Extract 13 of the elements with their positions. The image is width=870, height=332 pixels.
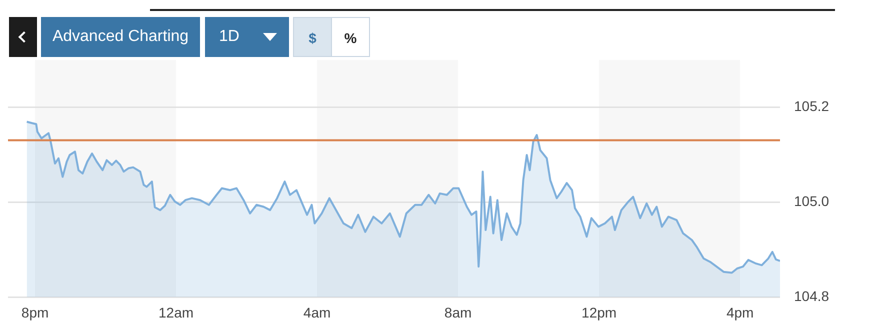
- text: 1D: [219, 28, 240, 45]
- y-tick-label: 104.8: [794, 288, 830, 304]
- x-tick-label: 4pm: [726, 304, 754, 320]
- y-tick-label: 105.2: [794, 98, 830, 114]
- y-tick-label: 105.0: [794, 192, 830, 209]
- x-tick-label: 4am: [303, 304, 331, 320]
- text: Advanced Charting: [41, 17, 200, 57]
- text: %: [331, 17, 370, 57]
- text: $: [293, 17, 332, 57]
- x-tick-label: 12pm: [582, 304, 617, 320]
- x-tick-label: 8pm: [21, 304, 49, 320]
- x-tick-label: 8am: [444, 304, 472, 320]
- x-tick-label: 12am: [158, 304, 194, 320]
